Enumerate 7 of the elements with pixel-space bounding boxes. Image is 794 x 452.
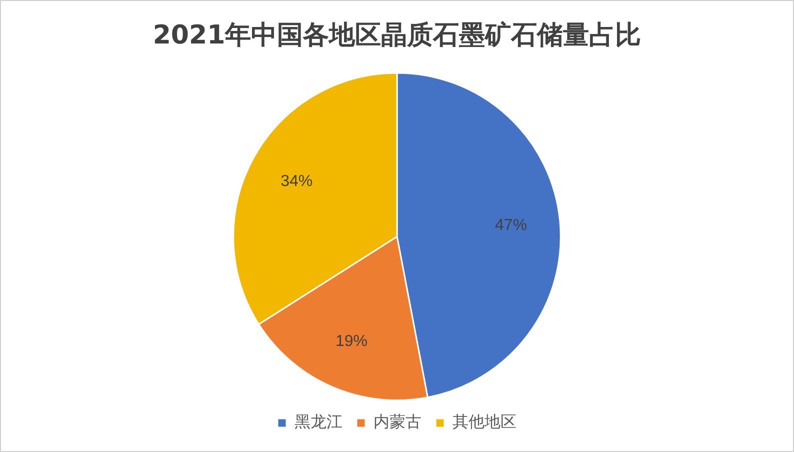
legend-label: 黑龙江 bbox=[294, 412, 342, 432]
data-label: 47% bbox=[495, 217, 528, 234]
chart-title: 2021年中国各地区晶质石墨矿石储量占比 bbox=[152, 20, 642, 50]
data-label: 19% bbox=[335, 333, 368, 350]
legend-label: 其他地区 bbox=[452, 412, 516, 432]
legend-label: 内蒙古 bbox=[374, 412, 422, 432]
data-label: 34% bbox=[280, 172, 313, 190]
